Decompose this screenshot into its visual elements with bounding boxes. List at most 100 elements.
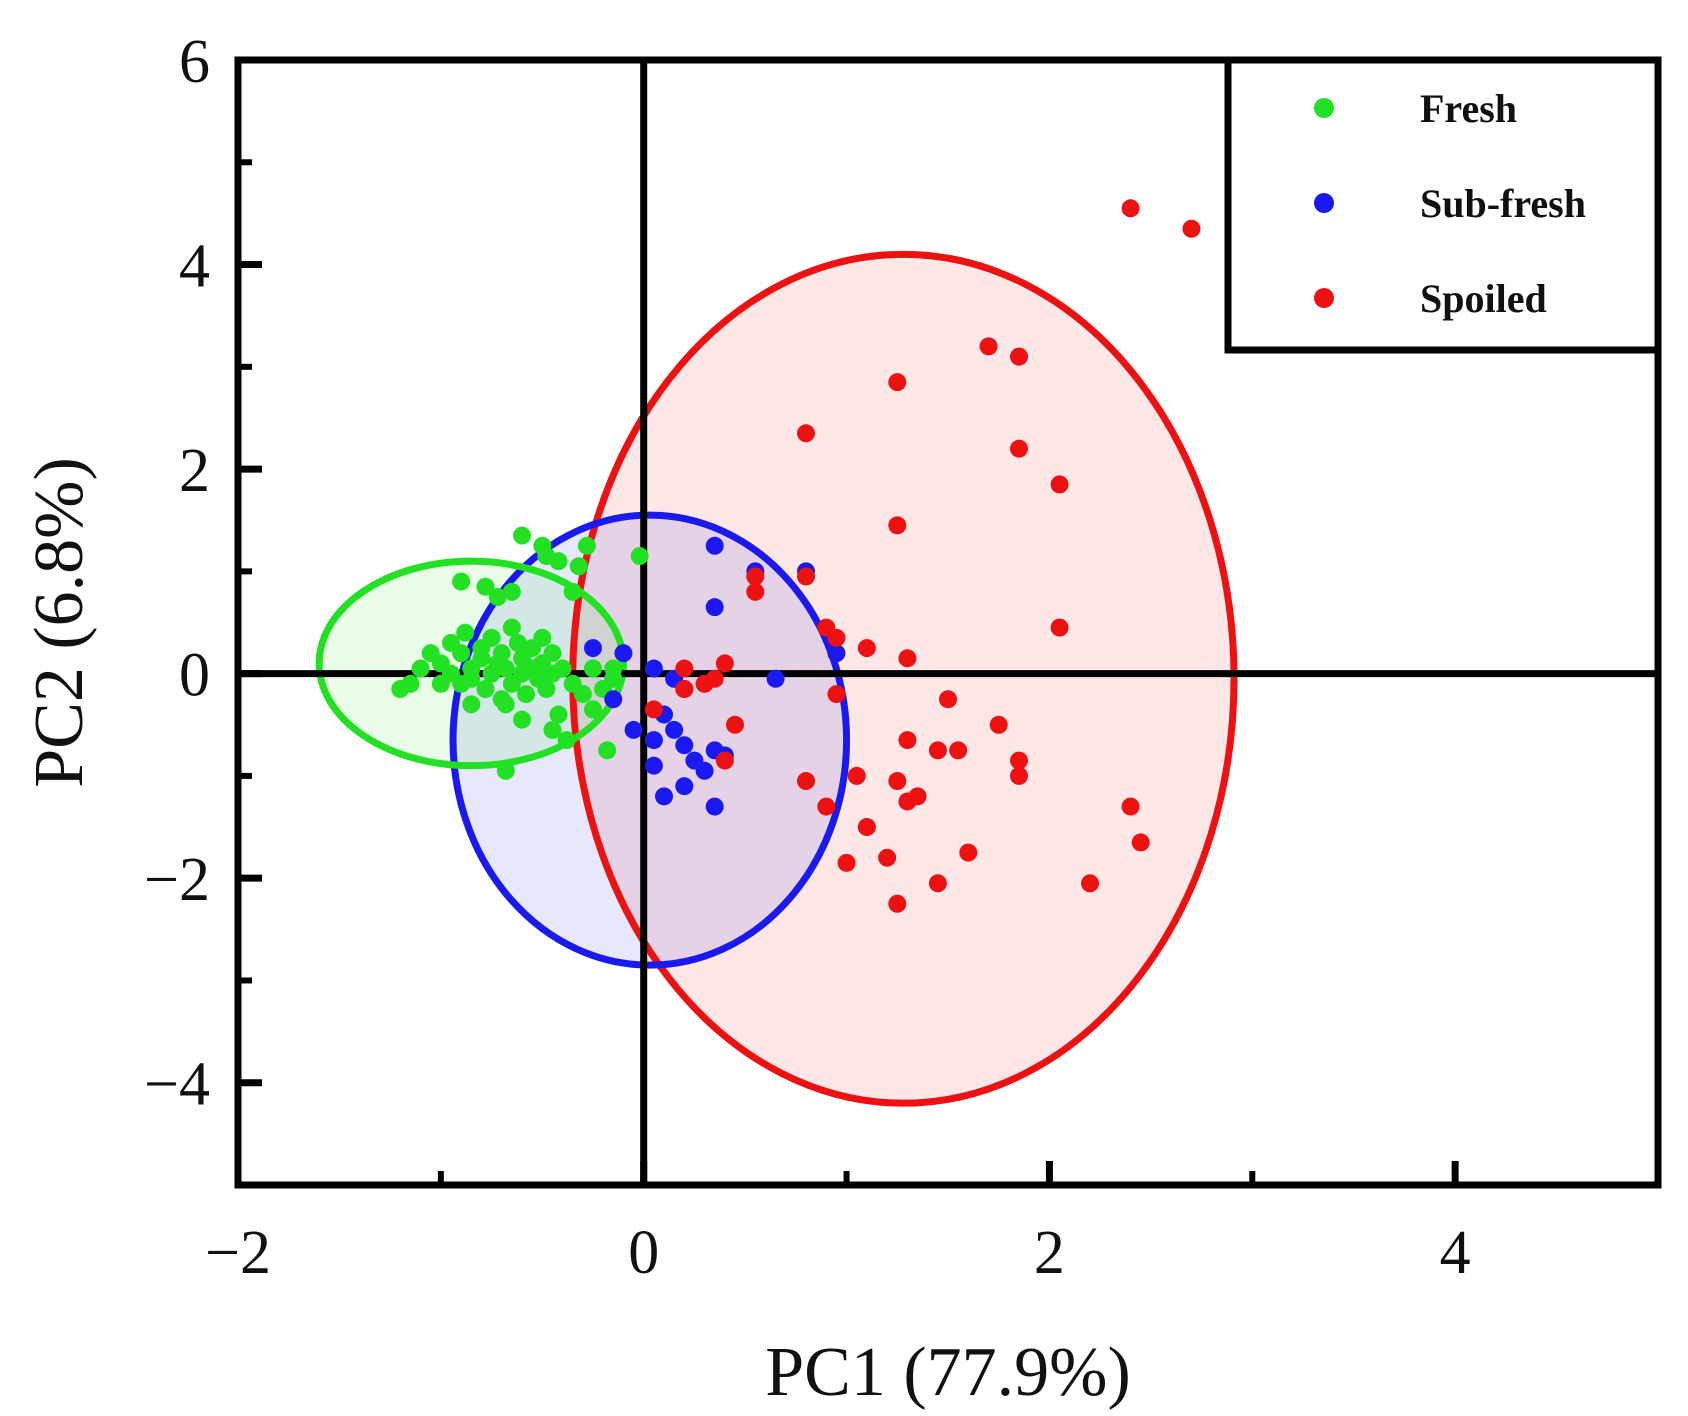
data-point-sub-fresh xyxy=(695,761,714,780)
data-point-fresh xyxy=(549,552,568,571)
data-point-spoiled xyxy=(847,766,866,785)
data-point-fresh xyxy=(573,685,592,704)
data-point-spoiled xyxy=(857,818,876,837)
data-point-sub-fresh xyxy=(675,736,694,755)
data-point-spoiled xyxy=(746,567,765,586)
data-point-spoiled xyxy=(898,649,917,668)
y-tick-label: 0 xyxy=(179,642,210,710)
legend-label-spoiled: Spoiled xyxy=(1420,276,1547,321)
data-point-spoiled xyxy=(1050,475,1069,494)
data-point-spoiled xyxy=(959,843,978,862)
data-point-fresh xyxy=(502,582,521,601)
data-point-spoiled xyxy=(939,690,957,709)
legend-box xyxy=(1224,56,1662,354)
data-point-fresh xyxy=(411,659,430,678)
data-point-spoiled xyxy=(644,700,663,719)
data-point-fresh xyxy=(502,618,521,637)
data-point-spoiled xyxy=(857,639,876,658)
data-point-spoiled xyxy=(1121,797,1140,816)
data-point-fresh xyxy=(543,720,562,739)
data-point-sub-fresh xyxy=(624,720,643,739)
data-point-spoiled xyxy=(1121,199,1140,218)
data-point-fresh xyxy=(630,547,649,566)
data-point-sub-fresh xyxy=(665,720,684,739)
legend-marker-spoiled xyxy=(1314,288,1334,308)
data-point-spoiled xyxy=(1050,618,1069,637)
data-point-spoiled xyxy=(1010,347,1028,366)
data-point-sub-fresh xyxy=(705,598,724,617)
data-point-fresh xyxy=(452,572,471,591)
legend-marker-fresh xyxy=(1314,98,1334,118)
data-point-fresh xyxy=(553,659,572,678)
data-point-fresh xyxy=(476,577,495,596)
data-point-spoiled xyxy=(797,772,815,791)
data-point-spoiled xyxy=(1081,874,1099,893)
data-point-spoiled xyxy=(797,567,815,586)
y-tick-label: −4 xyxy=(144,1051,210,1119)
data-point-fresh xyxy=(537,679,556,698)
data-point-sub-fresh xyxy=(604,690,623,709)
data-point-fresh xyxy=(462,695,481,714)
data-point-spoiled xyxy=(888,894,907,913)
data-point-spoiled xyxy=(888,772,907,791)
data-point-spoiled xyxy=(1010,766,1028,785)
data-point-fresh xyxy=(513,710,531,729)
data-point-fresh xyxy=(462,669,481,688)
y-tick-label: 2 xyxy=(179,437,210,505)
data-point-fresh xyxy=(543,644,562,663)
data-point-sub-fresh xyxy=(655,787,673,806)
data-point-fresh xyxy=(452,644,471,663)
data-point-fresh xyxy=(598,741,617,760)
data-point-spoiled xyxy=(715,751,734,770)
data-point-fresh xyxy=(563,582,582,601)
data-point-spoiled xyxy=(726,715,744,734)
data-point-fresh xyxy=(456,623,475,642)
data-point-sub-fresh xyxy=(827,644,846,663)
data-point-spoiled xyxy=(928,874,947,893)
data-point-sub-fresh xyxy=(644,659,663,678)
y-tick-label: −2 xyxy=(144,846,210,914)
data-point-spoiled xyxy=(827,685,846,704)
data-point-sub-fresh xyxy=(766,669,785,688)
data-point-spoiled xyxy=(928,741,947,760)
data-point-fresh xyxy=(584,659,602,678)
data-point-sub-fresh xyxy=(705,536,724,555)
data-point-sub-fresh xyxy=(644,731,663,750)
data-point-fresh xyxy=(569,557,588,576)
data-point-fresh xyxy=(482,628,501,647)
legend-marker-sub-fresh xyxy=(1314,193,1334,213)
data-point-spoiled xyxy=(797,424,815,443)
data-point-sub-fresh xyxy=(675,777,694,796)
data-point-spoiled xyxy=(878,848,897,867)
data-point-sub-fresh xyxy=(614,644,633,663)
data-point-fresh xyxy=(508,633,527,652)
x-tick-label: 0 xyxy=(628,1219,659,1287)
ellipse-outline-fresh xyxy=(315,557,627,770)
data-point-sub-fresh xyxy=(584,639,602,658)
data-point-spoiled xyxy=(888,516,907,535)
data-point-spoiled xyxy=(837,853,856,872)
data-point-fresh xyxy=(476,679,495,698)
data-point-spoiled xyxy=(1182,219,1201,238)
y-tick-label: 6 xyxy=(179,28,210,96)
data-point-spoiled xyxy=(817,797,836,816)
plot-frame xyxy=(234,56,1662,1189)
data-point-fresh xyxy=(577,536,596,555)
data-point-spoiled xyxy=(1131,833,1150,852)
data-point-fresh xyxy=(488,587,507,606)
data-point-fresh xyxy=(496,659,515,678)
x-tick-label: 2 xyxy=(1034,1219,1065,1287)
data-point-spoiled xyxy=(746,582,765,601)
data-point-spoiled xyxy=(1010,751,1028,770)
data-point-spoiled xyxy=(949,741,968,760)
data-points xyxy=(391,199,1201,913)
data-point-fresh xyxy=(584,700,602,719)
data-point-fresh xyxy=(513,526,531,545)
legend-label-fresh: Fresh xyxy=(1420,86,1517,131)
legend-label-sub-fresh: Sub-fresh xyxy=(1420,181,1586,226)
data-point-fresh xyxy=(496,695,515,714)
data-point-fresh xyxy=(604,659,623,678)
data-point-fresh xyxy=(517,685,536,704)
data-point-spoiled xyxy=(908,787,927,806)
